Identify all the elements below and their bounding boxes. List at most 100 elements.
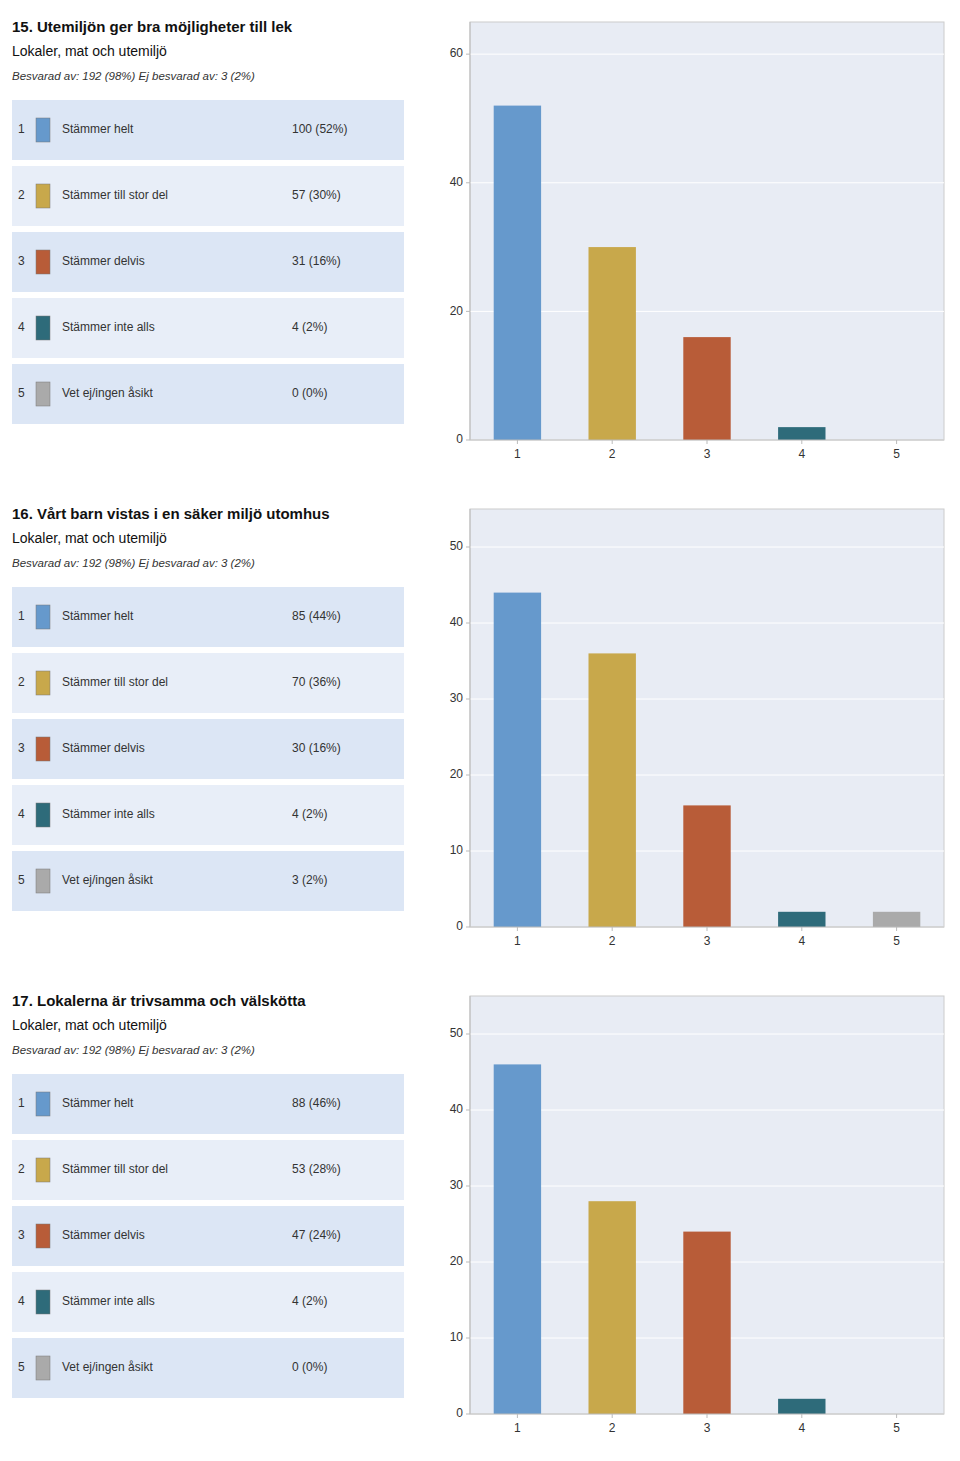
x-tick-label: 4 [798, 447, 805, 461]
y-tick [466, 547, 470, 548]
legend-row-background [12, 298, 404, 358]
y-tick [466, 699, 470, 700]
legend-value: 30 (16%) [292, 741, 341, 755]
bars [494, 1064, 826, 1414]
y-tick [466, 1414, 470, 1415]
count: 88 [292, 1096, 306, 1110]
legend-value: 70 (36%) [292, 675, 341, 689]
y-tick [466, 1338, 470, 1339]
x-tick-label: 3 [704, 447, 711, 461]
legend-value: 4 (2%) [292, 1294, 327, 1308]
bar [778, 912, 825, 927]
legend-row: 3Stämmer delvis30 (16%) [12, 719, 404, 779]
legend-row-background [12, 1140, 404, 1200]
x-tick [707, 927, 708, 931]
y-tick-label: 10 [450, 843, 464, 857]
legend-swatch [36, 316, 50, 340]
legend-row: 2Stämmer till stor del53 (28%) [12, 1140, 404, 1200]
legend-label: Vet ej/ingen åsikt [62, 1360, 153, 1374]
subtitle: Lokaler, mat och utemiljö [12, 530, 167, 546]
bar [778, 1399, 825, 1414]
y-tick-label: 0 [456, 432, 463, 446]
legend-number: 5 [18, 873, 25, 887]
percentage: 46% [313, 1096, 337, 1110]
count: 4 [292, 320, 299, 334]
legend-value: 53 (28%) [292, 1162, 341, 1176]
legend-value: 88 (46%) [292, 1096, 341, 1110]
x-tick-label: 5 [893, 447, 900, 461]
x-tick-label: 3 [704, 1421, 711, 1435]
x-tick [896, 1414, 897, 1418]
grid-line [470, 547, 944, 548]
plot-frame [470, 996, 944, 1414]
bar [778, 427, 825, 440]
bars [494, 593, 921, 927]
y-tick-label: 20 [450, 767, 464, 781]
legend-value: 31 (16%) [292, 254, 341, 268]
x-tick-label: 5 [893, 934, 900, 948]
title: 16. Vårt barn vistas i en säker miljö ut… [12, 505, 330, 522]
legend-row-background [12, 100, 404, 160]
y-tick [466, 1110, 470, 1111]
legend-swatch [36, 1158, 50, 1182]
plot: 0102030405012345 [450, 509, 944, 948]
legend-label: Stämmer helt [62, 609, 134, 623]
percentage: 44% [313, 609, 337, 623]
count: 4 [292, 807, 299, 821]
grid-line [470, 1034, 944, 1035]
page: 15. Utemiljön ger bra möjligheter till l… [0, 0, 960, 1461]
legend-label: Stämmer inte alls [62, 1294, 155, 1308]
legend-row: 1Stämmer helt88 (46%) [12, 1074, 404, 1134]
legend-value: 4 (2%) [292, 807, 327, 821]
legend-number: 1 [18, 122, 25, 136]
count: 53 [292, 1162, 306, 1176]
legend-row: 2Stämmer till stor del57 (30%) [12, 166, 404, 226]
y-tick-label: 20 [450, 304, 464, 318]
legend-row-background [12, 166, 404, 226]
x-tick [612, 1414, 613, 1418]
legend-row: 2 Stämmer till stor del 70 (36%) [12, 653, 404, 713]
legend-swatch [36, 250, 50, 274]
legend: 1Stämmer helt100 (52%)2Stämmer till stor… [12, 100, 404, 424]
legend-label: Stämmer inte alls [62, 320, 155, 334]
x-tick [517, 927, 518, 931]
legend-value: 85 (44%) [292, 609, 341, 623]
x-tick [801, 1414, 802, 1418]
plot-frame [470, 22, 944, 440]
legend-row-background [12, 587, 404, 647]
legend-number: 2 [18, 675, 25, 689]
legend-number: 5 [18, 386, 25, 400]
x-tick [801, 927, 802, 931]
bar [873, 912, 920, 927]
subtitle: Lokaler, mat och utemiljö [12, 1017, 167, 1033]
legend-label: Stämmer delvis [62, 741, 145, 755]
legend-number: 2 [18, 1162, 25, 1176]
percentage: 28% [313, 1162, 337, 1176]
legend-row: 4Stämmer inte alls4 (2%) [12, 785, 404, 845]
legend-swatch [36, 803, 50, 827]
y-tick [466, 311, 470, 312]
percentage: 0% [306, 386, 324, 400]
chart-section: 15. Utemiljön ger bra möjligheter till l… [12, 18, 944, 461]
bar [494, 106, 541, 440]
plot: 020406012345 [450, 22, 944, 461]
legend-value: 4 (2%) [292, 320, 327, 334]
legend-row: 5Vet ej/ingen åsikt0 (0%) [12, 364, 404, 424]
y-axis-line [470, 22, 471, 440]
legend-label: Stämmer till stor del [62, 675, 168, 689]
bar [494, 1064, 541, 1414]
legend-swatch [36, 1092, 50, 1116]
y-tick [466, 775, 470, 776]
y-tick [466, 1034, 470, 1035]
chart-section: 16. Vårt barn vistas i en säker miljö ut… [12, 505, 944, 948]
x-tick [801, 440, 802, 444]
legend-row-background [12, 364, 404, 424]
legend-row: 1Stämmer helt100 (52%) [12, 100, 404, 160]
legend-row-background [12, 785, 404, 845]
percentage: 2% [306, 320, 324, 334]
plot: 0102030405012345 [450, 996, 944, 1435]
x-tick [612, 927, 613, 931]
y-tick-label: 30 [450, 1178, 464, 1192]
legend-value: 0 (0%) [292, 386, 327, 400]
legend-row: 3Stämmer delvis47 (24%) [12, 1206, 404, 1266]
